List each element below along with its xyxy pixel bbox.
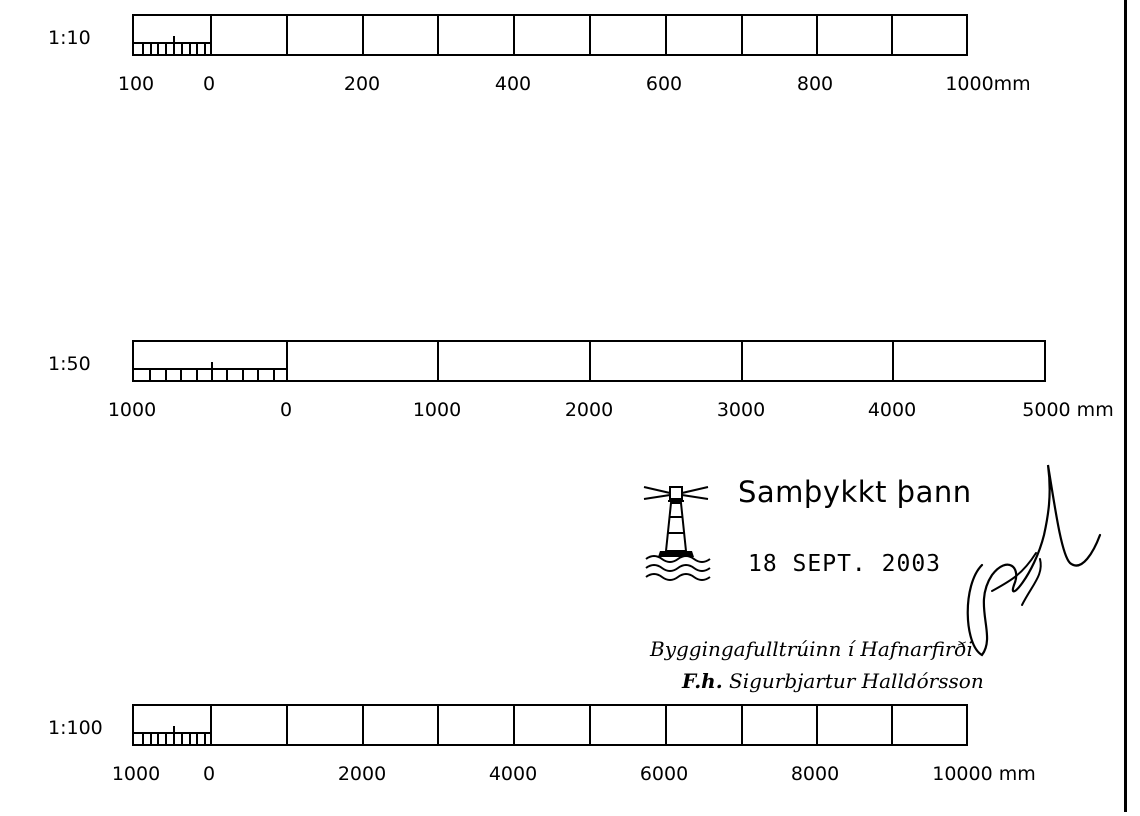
- scale-bar-frame: [132, 340, 1046, 382]
- scale-bar-cell: [741, 706, 743, 744]
- scale-bar-cell: [589, 342, 591, 380]
- stamp-official: F.h. Sigurbjartur Halldórsson: [682, 669, 984, 693]
- scale-row-1-50: 1:50 1000 0 1000 2000 3000 4000 5000 mm: [0, 340, 1140, 452]
- scale-bar-subdivision: [189, 734, 191, 744]
- scale-bar-cell: [665, 706, 667, 744]
- scale-bar-cell: [891, 16, 893, 54]
- stamp-approved-text: Samþykkt þann: [738, 475, 972, 509]
- scale-bar-cell: [892, 342, 894, 380]
- scale-bar-cell: [816, 706, 818, 744]
- scale-bar-subdivision: [204, 44, 206, 54]
- scale-bar-subdivision: [180, 370, 182, 380]
- scale-bar-subdivision: [189, 44, 191, 54]
- scale-bar-subdivision: [257, 370, 259, 380]
- scale-bar-cell: [437, 16, 439, 54]
- scale-row-1-10: 1:10 100 0 200 400 600 800 1000mm: [0, 14, 1140, 126]
- scale-label: 1:50: [48, 353, 91, 375]
- tick-label: 1000: [107, 399, 157, 421]
- tick-label: 400: [494, 73, 532, 95]
- scale-bar-subdivision: [165, 734, 167, 744]
- scale-bar-subdivision: [173, 726, 175, 744]
- scale-bar-subdivision: [196, 734, 198, 744]
- scale-bar-frame: [132, 704, 968, 746]
- scale-bar-cell: [589, 16, 591, 54]
- scale-bar-subdivision: [173, 36, 175, 54]
- tick-label: 0: [202, 763, 216, 785]
- scale-bar-subdivision-base: [134, 368, 288, 370]
- stamp-official-name: Sigurbjartur Halldórsson: [729, 669, 984, 693]
- scale-bar-cell: [513, 706, 515, 744]
- tick-label: 8000: [790, 763, 840, 785]
- tick-label: 800: [796, 73, 834, 95]
- tick-label: 3000: [716, 399, 766, 421]
- approval-stamp: Samþykkt þann 18 SEPT. 2003 Byggingafull…: [600, 455, 1102, 705]
- scale-bar-cell: [437, 342, 439, 380]
- scale-bar-subdivision: [149, 370, 151, 380]
- tick-label: 6000: [639, 763, 689, 785]
- scale-bar-subdivision: [150, 44, 152, 54]
- scale-bar-subdivision: [211, 362, 213, 380]
- tick-label: 2000: [564, 399, 614, 421]
- scale-bar-cell: [741, 342, 743, 380]
- scale-bar-subdivision: [204, 734, 206, 744]
- tick-label: 0: [279, 399, 293, 421]
- scale-bar-subdivision: [196, 44, 198, 54]
- tick-label: 4000: [867, 399, 917, 421]
- scale-bar-subdivision-base: [134, 42, 212, 44]
- scale-bar-subdivision: [165, 44, 167, 54]
- tick-label: 0: [202, 73, 216, 95]
- scale-bar-cell: [362, 706, 364, 744]
- scale-bar-cell: [362, 16, 364, 54]
- scale-bar-subdivision: [181, 734, 183, 744]
- scale-bar-subdivision: [181, 44, 183, 54]
- scale-bar-subdivision: [226, 370, 228, 380]
- lighthouse-icon: [643, 486, 711, 581]
- scale-bar-cell: [286, 16, 288, 54]
- tick-label: 10000 mm: [932, 763, 1036, 785]
- tick-label: 4000: [488, 763, 538, 785]
- scale-bar-cell: [513, 16, 515, 54]
- scale-bar-subdivision: [165, 370, 167, 380]
- scale-bar-subdivision: [196, 370, 198, 380]
- scale-label: 1:100: [48, 717, 103, 739]
- stamp-office: Byggingafulltrúinn í Hafnarfirði: [650, 637, 973, 661]
- scale-bar-subdivision: [157, 44, 159, 54]
- scale-bar-subdivision: [157, 734, 159, 744]
- stamp-official-prefix: F.h.: [682, 669, 723, 693]
- signature-icon: [966, 464, 1102, 657]
- scale-bar-cell: [741, 16, 743, 54]
- sheet-border: [1124, 0, 1127, 812]
- scale-bar-frame: [132, 14, 968, 56]
- tick-label: 5000 mm: [1022, 399, 1114, 421]
- scale-bar-cell: [210, 706, 212, 744]
- tick-label: 600: [645, 73, 683, 95]
- scale-bar-subdivision: [273, 370, 275, 380]
- scale-label: 1:10: [48, 27, 91, 49]
- scale-bar-cell: [589, 706, 591, 744]
- tick-label: 200: [343, 73, 381, 95]
- tick-label: 1000: [412, 399, 462, 421]
- scale-bar-subdivision: [142, 734, 144, 744]
- scale-bar-cell: [891, 706, 893, 744]
- tick-label: 100: [117, 73, 155, 95]
- scale-bar-cell: [210, 16, 212, 54]
- tick-label: 1000: [111, 763, 161, 785]
- scale-bar-cell: [286, 342, 288, 380]
- scale-bar-cell: [437, 706, 439, 744]
- scale-bar-cell: [286, 706, 288, 744]
- tick-label: 1000mm: [945, 73, 1031, 95]
- scale-bar-subdivision: [150, 734, 152, 744]
- tick-label: 2000: [337, 763, 387, 785]
- scale-bar-subdivision-base: [134, 732, 212, 734]
- scale-bar-subdivision: [242, 370, 244, 380]
- scale-row-1-100: 1:100 1000 0 2000 4000 6000 8000 10000 m…: [0, 704, 1140, 816]
- scale-bar-cell: [665, 16, 667, 54]
- stamp-date: 18 SEPT. 2003: [748, 551, 942, 577]
- scale-bar-subdivision: [142, 44, 144, 54]
- scale-bar-cell: [816, 16, 818, 54]
